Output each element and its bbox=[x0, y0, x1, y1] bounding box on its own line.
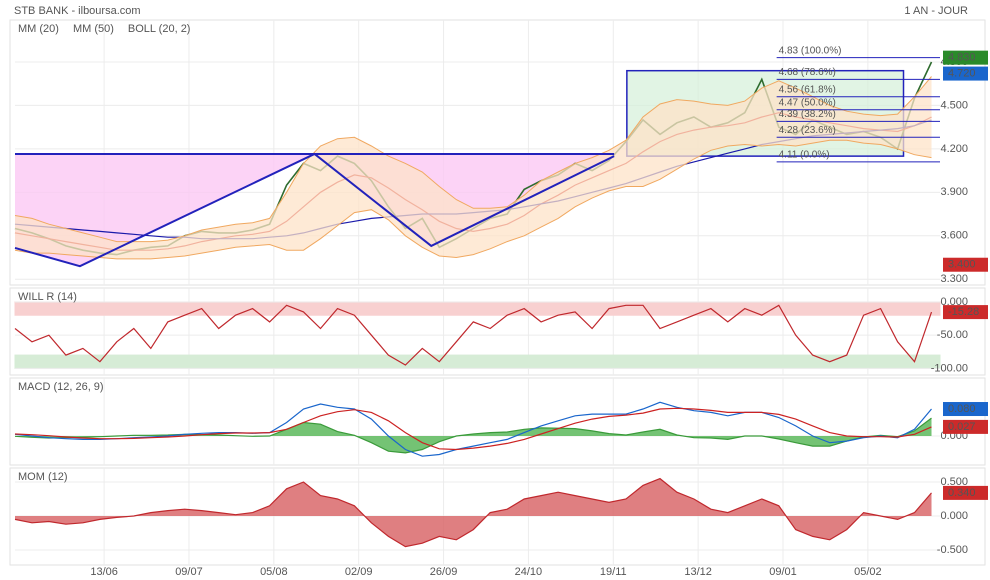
panel-frame bbox=[9, 287, 986, 376]
y-tick-label: -50.00 bbox=[937, 329, 968, 341]
x-tick-label: 05/08 bbox=[260, 566, 288, 578]
value-badge-label: -15.28 bbox=[948, 306, 979, 318]
value-badge bbox=[943, 305, 988, 320]
value-badge bbox=[943, 50, 988, 65]
panel-title: MOM (12) bbox=[18, 471, 68, 483]
area-fill bbox=[15, 418, 932, 453]
panel-title: MACD (12, 26, 9) bbox=[18, 381, 104, 393]
y-tick-label: -100.00 bbox=[931, 362, 968, 374]
area-fill bbox=[15, 478, 932, 547]
period-label: 1 AN - JOUR bbox=[904, 5, 968, 17]
fib-label: 4.28 (23.6%) bbox=[779, 125, 836, 136]
value-badge-label: 0.027 bbox=[948, 421, 976, 433]
fib-label: 4.68 (78.6%) bbox=[779, 67, 836, 78]
value-badge bbox=[943, 66, 988, 81]
value-badge bbox=[943, 257, 988, 272]
x-tick-label: 26/09 bbox=[430, 566, 458, 578]
x-tick-label: 02/09 bbox=[345, 566, 373, 578]
panel-title: WILL R (14) bbox=[18, 291, 77, 303]
series-line bbox=[14, 417, 932, 454]
fib-label: 4.56 (61.8%) bbox=[779, 84, 836, 95]
chart-title: STB BANK - ilboursa.com bbox=[14, 5, 141, 17]
x-tick-label: 19/11 bbox=[600, 566, 627, 578]
x-tick-label: 13/12 bbox=[684, 566, 712, 578]
series-line bbox=[14, 304, 933, 366]
value-badge bbox=[943, 485, 988, 500]
y-tick-label: 3.300 bbox=[940, 273, 968, 285]
value-badge-label: 0.340 bbox=[948, 487, 976, 499]
y-tick-label: 0.500 bbox=[940, 476, 968, 488]
panel-frame bbox=[9, 377, 986, 466]
x-tick-label: 05/02 bbox=[854, 566, 882, 578]
legend-entry: MM (20) bbox=[18, 23, 59, 35]
panel-frame bbox=[9, 467, 986, 566]
value-badge-label: 4.720 bbox=[948, 67, 976, 79]
y-tick-label: 3.600 bbox=[940, 230, 968, 242]
legend-entry: MM (50) bbox=[73, 23, 114, 35]
series-line bbox=[14, 139, 932, 260]
y-tick-label: 4.200 bbox=[940, 143, 968, 155]
value-badge bbox=[943, 419, 988, 434]
series-line bbox=[14, 76, 932, 243]
zone bbox=[14, 301, 941, 316]
y-tick-label: -0.500 bbox=[937, 544, 968, 556]
y-tick-label: 0.000 bbox=[940, 510, 968, 522]
pattern-zone bbox=[15, 153, 615, 267]
value-badge-label: 0.080 bbox=[948, 403, 976, 415]
y-tick-label: 3.900 bbox=[940, 186, 968, 198]
fib-label: 4.11 (0.0%) bbox=[779, 150, 830, 161]
fib-label: 4.83 (100.0%) bbox=[779, 45, 842, 56]
y-tick-label: 0.000 bbox=[940, 296, 968, 308]
x-tick-label: 09/07 bbox=[175, 566, 203, 578]
value-badge-label: 4.830 bbox=[948, 52, 976, 64]
x-tick-label: 13/06 bbox=[90, 566, 118, 578]
series-line bbox=[14, 407, 932, 451]
series-line bbox=[14, 401, 932, 457]
value-badge bbox=[943, 402, 988, 417]
legend-entry: BOLL (20, 2) bbox=[128, 23, 191, 35]
y-tick-label: 4.500 bbox=[940, 99, 968, 111]
bollinger-band bbox=[15, 76, 932, 259]
panel-frame bbox=[9, 19, 986, 286]
fib-label: 4.39 (38.2%) bbox=[779, 109, 836, 120]
series-line bbox=[14, 477, 932, 548]
x-tick-label: 24/10 bbox=[515, 566, 543, 578]
fib-label: 4.47 (50.0%) bbox=[779, 97, 836, 108]
x-tick-label: 09/01 bbox=[769, 566, 797, 578]
zone bbox=[14, 354, 941, 369]
value-badge-label: 3.400 bbox=[948, 259, 976, 271]
